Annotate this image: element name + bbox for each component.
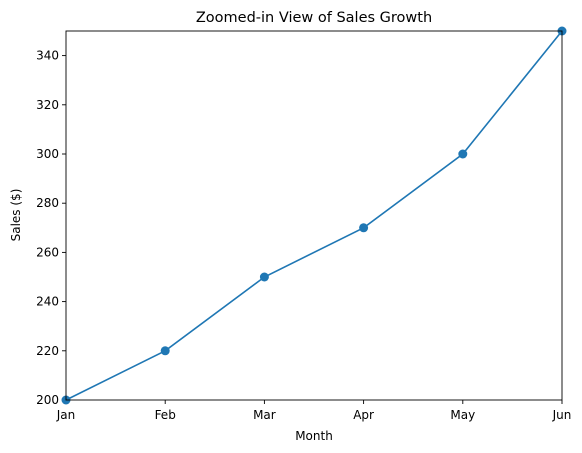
x-tick-label: Jun — [552, 408, 572, 422]
data-point-feb — [161, 346, 170, 355]
y-axis-label: Sales ($) — [9, 189, 23, 242]
chart-title: Zoomed-in View of Sales Growth — [196, 10, 432, 26]
plot-area — [66, 31, 562, 400]
x-tick-label: Feb — [155, 408, 176, 422]
y-tick-label: 340 — [36, 49, 59, 63]
x-axis-ticks: Jan Feb Mar Apr May Jun — [56, 400, 572, 422]
y-tick-label: 320 — [36, 98, 59, 112]
y-tick-label: 220 — [36, 344, 59, 358]
x-tick-label: Jan — [56, 408, 76, 422]
x-tick-label: Mar — [253, 408, 276, 422]
y-tick-label: 280 — [36, 196, 59, 210]
x-tick-label: May — [450, 408, 475, 422]
data-point-may — [458, 150, 467, 159]
data-point-apr — [359, 223, 368, 232]
y-axis-ticks: 200 220 240 260 280 300 320 340 — [36, 49, 66, 407]
x-tick-label: Apr — [353, 408, 374, 422]
y-tick-label: 300 — [36, 147, 59, 161]
y-tick-label: 200 — [36, 393, 59, 407]
data-point-mar — [260, 273, 269, 282]
y-tick-label: 240 — [36, 295, 59, 309]
x-axis-label: Month — [295, 429, 333, 443]
y-tick-label: 260 — [36, 245, 59, 259]
